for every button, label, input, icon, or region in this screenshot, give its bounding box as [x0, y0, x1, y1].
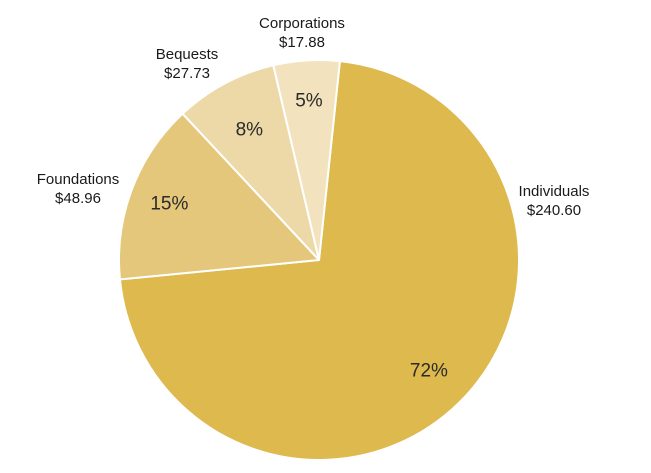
pie-slice-corporations: [272, 59, 341, 261]
percent-label-individuals: 72%: [410, 361, 448, 382]
category-label-individuals: Individuals: [519, 183, 590, 200]
pie-slice-bequests: [181, 64, 320, 261]
percent-label-bequests: 8%: [236, 119, 264, 140]
pie-slices: [118, 59, 520, 461]
value-label-individuals: $240.60: [527, 202, 581, 219]
value-label-bequests: $27.73: [164, 65, 210, 82]
value-label-corporations: $17.88: [279, 34, 325, 51]
pie-slice-foundations: [118, 112, 320, 281]
category-label-bequests: Bequests: [156, 46, 219, 63]
category-label-corporations: Corporations: [259, 15, 345, 32]
percent-label-foundations: 15%: [150, 193, 188, 214]
category-label-foundations: Foundations: [37, 171, 120, 188]
percent-label-corporations: 5%: [295, 90, 323, 111]
pie-labels: 72% Individuals $240.60 15% Foundations $48.9…: [37, 15, 590, 382]
value-label-foundations: $48.96: [55, 190, 101, 207]
